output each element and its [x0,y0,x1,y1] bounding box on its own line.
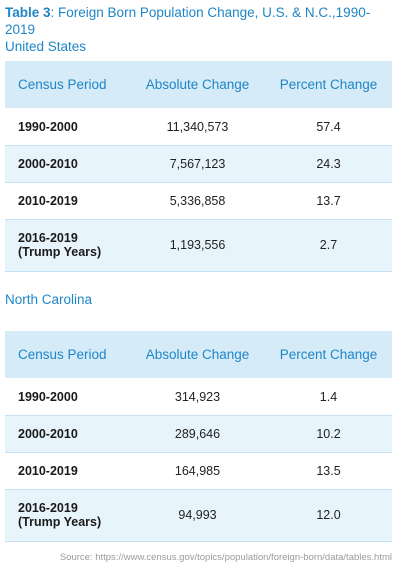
percent-cell: 24.3 [265,144,392,183]
period-cell: 1990-2000 [5,107,130,146]
col-header-census-period: Census Period [5,61,130,109]
table-title: Table 3: Foreign Born Population Change,… [5,4,397,55]
header-row: Census Period Absolute Change Percent Ch… [5,331,392,379]
header-row: Census Period Absolute Change Percent Ch… [5,61,392,109]
absolute-cell: 94,993 [130,488,265,542]
percent-cell: 12.0 [265,488,392,542]
period-cell: 2000-2010 [5,144,130,183]
absolute-cell: 11,340,573 [130,107,265,146]
absolute-cell: 164,985 [130,451,265,490]
source-note: Source: https://www.census.gov/topics/po… [59,552,392,563]
percent-cell: 57.4 [265,107,392,146]
us-table: Census Period Absolute Change Percent Ch… [5,61,392,272]
period-cell: 2010-2019 [5,451,130,490]
period-label: 2016-2019 [18,231,78,245]
table-number: Table 3 [5,5,51,20]
absolute-cell: 7,567,123 [130,144,265,183]
section-heading-nc: North Carolina [5,292,93,307]
table-row: 2016-2019 (Trump Years) 94,993 12.0 [5,488,392,542]
percent-cell: 2.7 [265,218,392,272]
nc-table: Census Period Absolute Change Percent Ch… [5,331,392,542]
col-header-percent-change: Percent Change [265,61,392,109]
table-row: 2010-2019 164,985 13.5 [5,451,392,490]
absolute-cell: 1,193,556 [130,218,265,272]
period-note: (Trump Years) [18,515,102,529]
absolute-cell: 289,646 [130,414,265,453]
absolute-cell: 5,336,858 [130,181,265,220]
period-cell: 2010-2019 [5,181,130,220]
table-row: 1990-2000 314,923 1.4 [5,377,392,416]
percent-cell: 1.4 [265,377,392,416]
period-label: 2016-2019 [18,501,78,515]
percent-cell: 13.7 [265,181,392,220]
col-header-absolute-change: Absolute Change [130,61,265,109]
period-cell: 2016-2019 (Trump Years) [5,488,130,542]
period-cell: 2016-2019 (Trump Years) [5,218,130,272]
percent-cell: 10.2 [265,414,392,453]
table-row: 1990-2000 11,340,573 57.4 [5,107,392,146]
table-caption: : Foreign Born Population Change, U.S. &… [5,5,371,37]
table-row: 2000-2010 289,646 10.2 [5,414,392,453]
col-header-census-period: Census Period [5,331,130,379]
table-row: 2016-2019 (Trump Years) 1,193,556 2.7 [5,218,392,272]
period-cell: 1990-2000 [5,377,130,416]
period-note: (Trump Years) [18,245,102,259]
period-cell: 2000-2010 [5,414,130,453]
table-row: 2000-2010 7,567,123 24.3 [5,144,392,183]
col-header-percent-change: Percent Change [265,331,392,379]
percent-cell: 13.5 [265,451,392,490]
table-row: 2010-2019 5,336,858 13.7 [5,181,392,220]
section-heading-us: United States [5,39,87,54]
absolute-cell: 314,923 [130,377,265,416]
col-header-absolute-change: Absolute Change [130,331,265,379]
